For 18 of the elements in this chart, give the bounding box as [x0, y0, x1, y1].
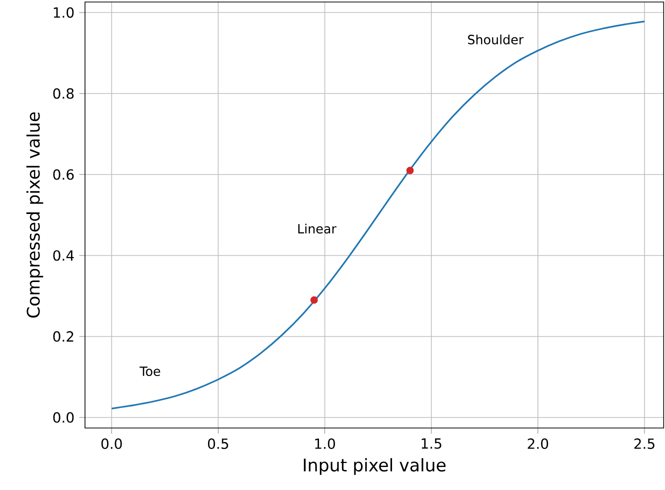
x-tick-label: 1.0 [315, 438, 335, 449]
y-tick-label: 0.6 [53, 169, 74, 180]
x-tick-label: 1.5 [422, 438, 442, 449]
y-tick-label: 0.4 [53, 250, 74, 261]
x-tick-label: 2.5 [634, 438, 654, 449]
y-axis-title: Compressed pixel value [26, 112, 44, 318]
y-tick-label: 1.0 [54, 7, 74, 18]
annotation: Linear [298, 224, 336, 234]
y-tick-label: 0.0 [53, 412, 74, 423]
x-tick-label: 2.0 [528, 438, 548, 449]
y-tick-label: 0.2 [53, 331, 74, 342]
line-series [110, 20, 646, 410]
annotation: Shoulder [468, 34, 524, 44]
x-axis-title: Input pixel value [304, 458, 446, 475]
y-tick-label: 0.8 [53, 88, 74, 99]
annotation: Toe [140, 366, 160, 376]
x-tick-label: 0.5 [208, 438, 228, 449]
x-tick-label: 0.0 [101, 438, 122, 449]
